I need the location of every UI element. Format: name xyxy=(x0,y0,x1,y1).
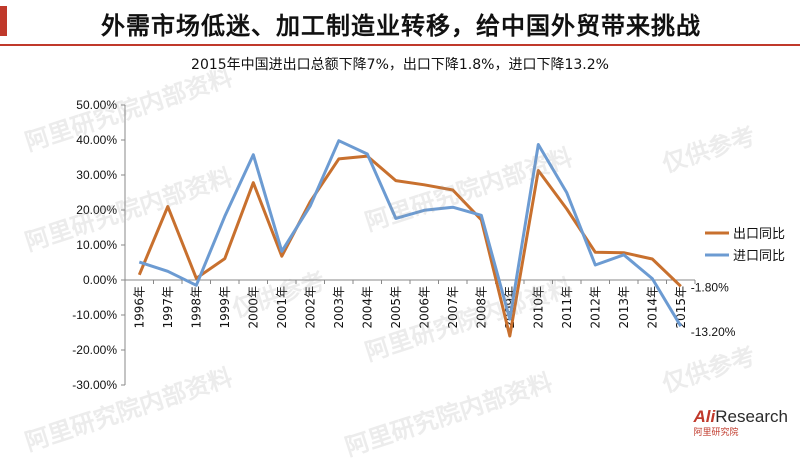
x-tick-label: 2013年 xyxy=(617,286,631,329)
x-tick-label: 2007年 xyxy=(446,286,460,329)
x-tick-label: 2002年 xyxy=(303,286,317,329)
line-chart: -30.00% -20.00% -10.00% 0.00% 10.00% 20.00% 30… xyxy=(72,98,785,392)
x-tick-label: 2012年 xyxy=(588,286,602,329)
x-tick-label: 2008年 xyxy=(474,286,488,329)
x-tick-label: 2001年 xyxy=(275,286,289,329)
x-tick-label: 2006年 xyxy=(417,286,431,329)
y-tick-label: 40.00% xyxy=(76,133,117,147)
x-tick-label: 1996年 xyxy=(132,286,146,329)
title-divider xyxy=(0,44,800,46)
logo-subtext: 阿里研究院 xyxy=(693,428,739,438)
y-tick-label: 20.00% xyxy=(76,203,117,217)
y-tick-label: -10.00% xyxy=(72,308,117,322)
logo-wordmark: AliResearch xyxy=(694,407,789,427)
chart-subtitle: 2015年中国进出口总额下降7%，出口下降1.8%，进口下降13.2% xyxy=(191,57,609,73)
import-series-line xyxy=(138,139,683,327)
x-tick-label: 2003年 xyxy=(332,286,346,329)
export-end-label: -1.80% xyxy=(691,280,729,294)
title-accent-bar xyxy=(0,6,7,36)
import-end-label: -13.20% xyxy=(691,325,736,339)
y-tick-label: 10.00% xyxy=(76,238,117,252)
y-tick-label: 30.00% xyxy=(76,168,117,182)
export-series-line xyxy=(137,154,682,338)
logo-ali: Ali xyxy=(693,407,716,426)
x-tick-label: 2014年 xyxy=(645,286,659,329)
logo-research: Research xyxy=(715,407,788,426)
title-bar: 外需市场低迷、加工制造业转移，给中国外贸带来挑战 xyxy=(0,0,800,40)
x-tick-label: 1998年 xyxy=(189,286,203,329)
y-tick-label: 50.00% xyxy=(76,98,117,112)
x-tick-label: 2005年 xyxy=(389,286,403,329)
aliresearch-logo: AliResearch 阿里研究院 xyxy=(694,407,789,438)
x-tick-label: 1999年 xyxy=(218,286,232,329)
y-tick-label: 0.00% xyxy=(83,273,117,287)
y-tick-label: -20.00% xyxy=(72,343,117,357)
y-tick-label: -30.00% xyxy=(72,378,117,392)
x-tick-label: 2011年 xyxy=(560,286,574,329)
page-title: 外需市场低迷、加工制造业转移，给中国外贸带来挑战 xyxy=(101,12,701,40)
x-tick-label: 2004年 xyxy=(360,286,374,329)
x-tick-label: 1997年 xyxy=(161,286,175,329)
legend-label: 进口同比 xyxy=(733,249,785,264)
x-tick-label: 2010年 xyxy=(531,286,545,329)
legend-label: 出口同比 xyxy=(733,227,785,242)
x-tick-label: 2015年 xyxy=(674,286,688,329)
x-tick-label: 2000年 xyxy=(246,286,260,329)
